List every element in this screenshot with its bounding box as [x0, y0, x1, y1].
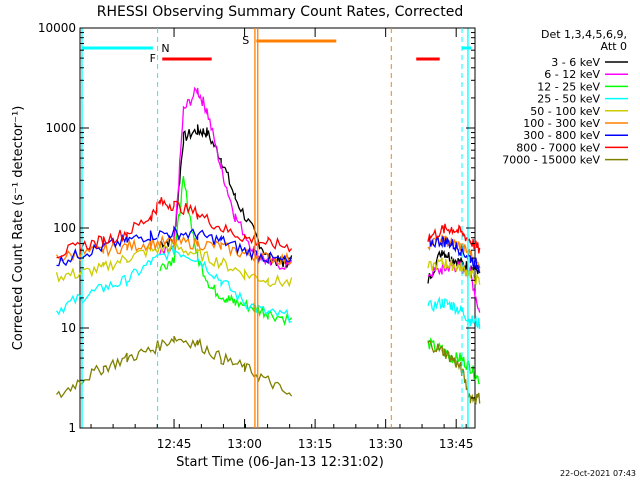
night-label: N: [161, 42, 169, 55]
y-tick-label: 10: [61, 321, 76, 335]
markers-layer: NF S: [81, 28, 472, 428]
legend-entry-label: 800 - 7000 keV: [516, 141, 600, 154]
legend-entry-label: 12 - 25 keV: [537, 80, 600, 93]
x-tick-label: 13:30: [368, 437, 403, 451]
legend-entry-label: 7000 - 15000 keV: [502, 154, 600, 167]
series-line: [56, 197, 293, 259]
y-tick-label: 10000: [38, 21, 76, 35]
legend-header-line-2: Att 0: [601, 40, 627, 53]
x-axis-label: Start Time (06-Jan-13 12:31:02): [176, 455, 384, 470]
y-axis: 1 10 100 1000 10000: [38, 21, 475, 435]
series-line: [427, 223, 481, 254]
legend-entry-label: 3 - 6 keV: [551, 56, 600, 69]
series-line: [427, 296, 481, 330]
series-line: [427, 257, 481, 286]
legend-entry-label: 50 - 100 keV: [530, 105, 600, 118]
legend-entry-label: 6 - 12 keV: [544, 68, 600, 81]
series-line: [55, 243, 292, 324]
footer-date: 22-Oct-2021 07:43: [560, 469, 636, 478]
series-line: [159, 175, 293, 327]
legend-entry-label: 100 - 300 keV: [523, 117, 600, 130]
x-tick-label: 13:15: [298, 437, 333, 451]
x-axis: 12:45 13:00 13:15 13:30 13:45: [90, 28, 474, 451]
legend-entry-label: 300 - 800 keV: [523, 129, 600, 142]
y-tick-label: 1000: [45, 121, 76, 135]
y-tick-label: 100: [53, 221, 76, 235]
y-tick-label: 1: [68, 421, 76, 435]
legend-entry-label: 25 - 50 keV: [537, 93, 600, 106]
x-tick-label: 13:45: [439, 437, 474, 451]
series-line: [427, 249, 481, 284]
series-line: [427, 235, 481, 274]
plot-area: NF S 1 10 100 1000 10000 12:45 13:00 13:15 13:30…: [38, 21, 481, 451]
y-axis-label: Corrected Count Rate (s⁻¹ detector⁻¹): [11, 106, 26, 351]
flare-label: F: [150, 52, 156, 65]
series-line: [56, 225, 293, 267]
chart-title: RHESSI Observing Summary Count Rates, Co…: [97, 4, 463, 20]
series-line: [55, 335, 293, 399]
saa-label: S: [242, 34, 249, 47]
x-tick-label: 12:45: [157, 437, 192, 451]
x-tick-label: 13:00: [227, 437, 262, 451]
legend-header-line-1: Det 1,3,4,5,6,9,: [541, 28, 627, 41]
plot-frame: [79, 27, 476, 429]
series-layer: [55, 86, 481, 405]
